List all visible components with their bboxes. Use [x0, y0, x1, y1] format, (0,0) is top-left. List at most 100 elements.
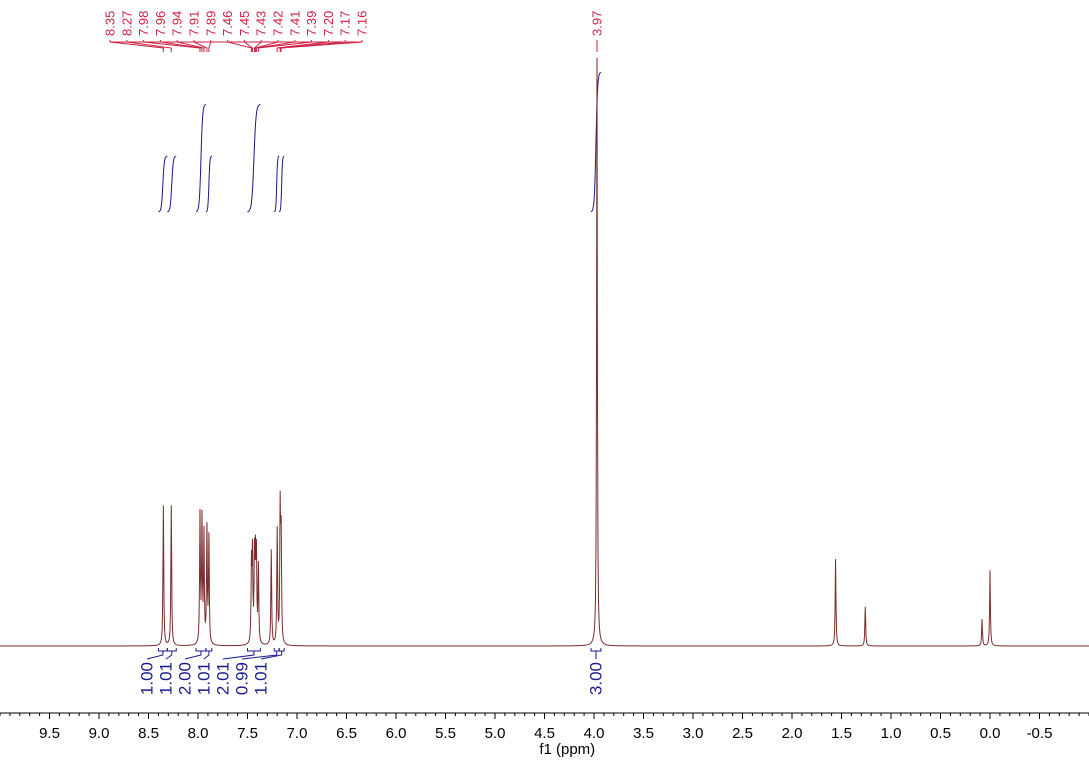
spectrum-trace — [0, 57, 1089, 647]
x-tick-label: 6.5 — [336, 725, 357, 742]
peak-label-text: 7.91 — [187, 11, 202, 36]
integral-curve — [158, 155, 168, 213]
integral-region: 3.00 — [586, 648, 605, 695]
integral-bracket — [166, 648, 177, 652]
integral-curve — [167, 155, 177, 213]
x-tick-label: 3.0 — [683, 725, 704, 742]
peak-label: 7.89 — [203, 11, 218, 52]
peak-leader-line — [227, 40, 252, 52]
integral-curve-group — [158, 71, 602, 213]
x-tick-label: 3.5 — [633, 725, 654, 742]
peak-leader-line — [279, 40, 346, 52]
peak-leader-line — [253, 40, 262, 52]
x-tick-label: 2.0 — [782, 725, 803, 742]
peak-label: 7.98 — [136, 11, 201, 52]
peak-label: 7.39 — [257, 11, 319, 52]
integral-value: 1.01 — [252, 662, 271, 695]
integral-value: 1.00 — [138, 662, 157, 695]
x-tick-label: 8.0 — [188, 725, 209, 742]
peak-label: 8.27 — [119, 11, 172, 52]
integral-region: 0.99 — [233, 648, 280, 695]
integral-leader-line — [222, 651, 255, 660]
peak-leader-line — [276, 40, 329, 52]
peak-label: 7.43 — [254, 11, 269, 52]
integral-value: 2.00 — [176, 662, 195, 695]
integral-value: 3.00 — [586, 662, 605, 695]
integral-bracket — [247, 648, 261, 652]
integral-leader-line — [241, 651, 278, 660]
integral-value: 0.99 — [233, 662, 252, 695]
integral-bracket — [590, 648, 602, 652]
peak-leader-line — [126, 40, 172, 52]
peak-label-text: 7.39 — [304, 11, 319, 36]
peak-leader-line — [159, 40, 203, 52]
peak-leader-line — [176, 40, 205, 52]
peak-label: 7.42 — [254, 11, 286, 52]
integral-value: 2.01 — [214, 662, 233, 695]
peak-label: 7.45 — [237, 11, 253, 52]
peak-leader-line — [208, 40, 212, 52]
peak-leader-line — [193, 40, 208, 52]
integral-leader-line — [165, 651, 173, 660]
peak-label-group: 8.35 8.27 7.98 7.96 7.94 7.91 7.89 7.46 7.45 7.43… — [103, 11, 604, 52]
x-tick-label: 1.0 — [881, 725, 902, 742]
peak-leader-line — [280, 40, 363, 52]
peak-label: 7.94 — [170, 11, 205, 52]
peak-label-text: 7.89 — [203, 11, 218, 36]
peak-label-text: 7.43 — [254, 11, 269, 36]
integral-leader-line — [146, 651, 164, 660]
peak-label-text: 3.97 — [589, 11, 604, 36]
peak-label: 7.46 — [220, 11, 252, 52]
integral-bracket — [205, 648, 213, 652]
x-tick-label: 6.0 — [386, 725, 407, 742]
x-tick-label: 7.0 — [287, 725, 308, 742]
x-tick-label: 5.0 — [485, 725, 506, 742]
x-tick-label: 2.5 — [732, 725, 753, 742]
peak-leader-line — [243, 40, 253, 52]
integral-bracket-group: 1.00 1.01 2.00 1.01 2.01 0.99 1.01 3.00 — [138, 648, 605, 695]
peak-label-text: 7.45 — [237, 11, 252, 36]
x-axis-ticks: 9.5 9.0 8.5 8.0 7.5 7.0 6.5 6.0 5.5 5.0 4.5 4.0 3.5 3… — [0, 713, 1089, 742]
peak-label-text: 7.98 — [136, 11, 151, 36]
peak-label: 7.41 — [255, 11, 302, 52]
x-tick-label: 8.5 — [138, 725, 159, 742]
integral-region: 1.01 — [157, 648, 177, 695]
peak-label-text: 7.94 — [170, 11, 185, 36]
peak-label-text: 7.46 — [220, 11, 235, 36]
integral-curve — [274, 155, 280, 213]
peak-label: 7.20 — [276, 11, 336, 52]
peak-leader-line — [109, 40, 164, 52]
peak-leader-line — [257, 40, 313, 52]
integral-curve — [195, 103, 207, 213]
peak-label-text: 7.20 — [321, 11, 336, 36]
x-axis-title: f1 (ppm) — [539, 741, 595, 758]
integral-value: 1.01 — [195, 662, 214, 695]
peak-label-text: 7.16 — [355, 11, 370, 36]
peak-label: 7.96 — [153, 11, 203, 52]
x-tick-label: 4.5 — [534, 725, 555, 742]
peak-label-text: 7.96 — [153, 11, 168, 36]
integral-leader-line — [203, 651, 210, 660]
x-tick-label: 0.5 — [930, 725, 951, 742]
peak-label-text: 7.17 — [338, 11, 353, 36]
peak-label: 8.35 — [103, 11, 164, 52]
peak-leader-line — [143, 40, 201, 52]
integral-curve — [590, 71, 602, 213]
x-tick-label: -0.5 — [1027, 725, 1053, 742]
integral-leader-line — [184, 651, 202, 660]
x-tick-label: 9.5 — [39, 725, 60, 742]
peak-label-text: 8.35 — [103, 11, 118, 36]
peak-label-text: 7.41 — [287, 11, 302, 36]
x-tick-label: 5.5 — [435, 725, 456, 742]
integral-bracket — [195, 648, 207, 652]
x-tick-label: 1.5 — [831, 725, 852, 742]
peak-label: 3.97 — [589, 11, 604, 52]
integral-leader-line — [260, 651, 283, 660]
x-tick-label: 0.0 — [980, 725, 1001, 742]
x-tick-label: 7.5 — [237, 725, 258, 742]
integral-region: 2.01 — [214, 648, 261, 695]
integral-value: 1.01 — [157, 662, 176, 695]
peak-label: 7.16 — [280, 11, 370, 52]
peak-label: 7.17 — [279, 11, 353, 52]
